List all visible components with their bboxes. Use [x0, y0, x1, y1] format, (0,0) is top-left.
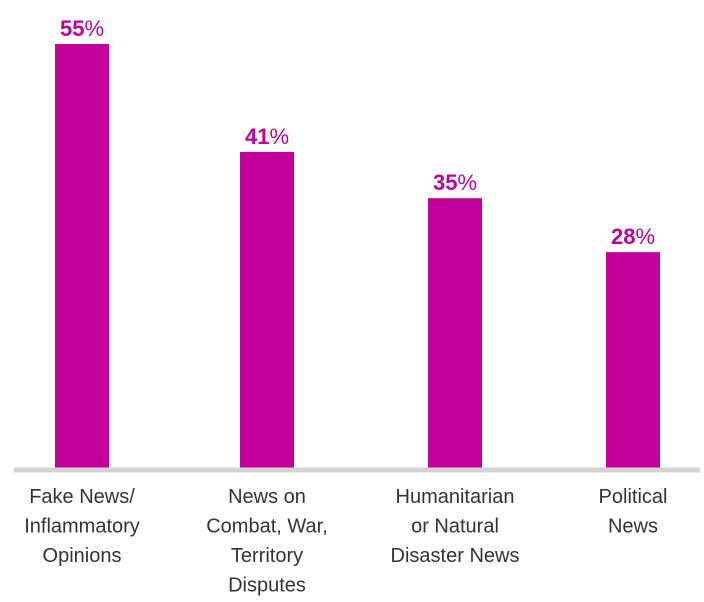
value-label-3: 35%: [433, 170, 477, 195]
bars-layer: [55, 44, 660, 468]
value-number: 28: [611, 224, 635, 249]
category-label-line: Disputes: [228, 575, 306, 597]
value-label-1: 55%: [60, 16, 104, 41]
value-suffix: %: [457, 170, 477, 195]
category-label-line: Political: [599, 486, 668, 508]
bar-3: [428, 198, 482, 468]
category-label-line: Fake News/: [29, 486, 135, 508]
category-label-line: Combat, War,: [206, 516, 328, 538]
category-label-1: Fake News/Inflammatory Opinions: [24, 486, 140, 567]
category-label-line: Disaster News: [391, 545, 520, 567]
value-number: 41: [245, 124, 269, 149]
value-suffix: %: [635, 224, 655, 249]
category-label-3: Humanitarian or Natural Disaster News: [391, 486, 520, 567]
bar-4: [606, 252, 660, 468]
value-number: 55: [60, 16, 84, 41]
value-number: 35: [433, 170, 457, 195]
category-label-line: Opinions: [43, 545, 122, 567]
category-label-line: Inflammatory: [24, 516, 140, 538]
value-label-2: 41%: [245, 124, 289, 149]
value-suffix: %: [84, 16, 104, 41]
category-label-4: Political News: [599, 486, 668, 538]
category-label-line: Territory: [231, 545, 303, 567]
category-label-line: Humanitarian: [396, 486, 515, 508]
labels-layer: 55% Fake News/Inflammatory Opinions 41% News…: [24, 16, 667, 597]
value-label-4: 28%: [611, 224, 655, 249]
bar-2: [240, 151, 294, 468]
category-label-line: or Natural: [411, 516, 499, 538]
bar-1: [55, 44, 109, 468]
value-suffix: %: [269, 124, 289, 149]
category-label-line: News on: [228, 486, 306, 508]
category-label-line: News: [608, 516, 658, 538]
category-label-2: News on Combat, War, Territory Disputes: [206, 486, 328, 597]
